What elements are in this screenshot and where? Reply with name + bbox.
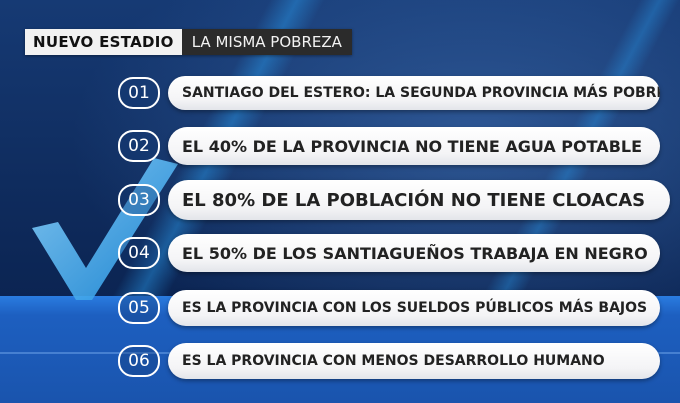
- item-text: ES LA PROVINCIA CON MENOS DESARROLLO HUM…: [168, 343, 660, 379]
- list-item: 02 EL 40% DE LA PROVINCIA NO TIENE AGUA …: [118, 127, 660, 165]
- item-text: EL 50% DE LOS SANTIAGUEÑOS TRABAJA EN NE…: [168, 234, 660, 272]
- list-item: 03 EL 80% DE LA POBLACIÓN NO TIENE CLOAC…: [118, 180, 670, 220]
- list-item: 06 ES LA PROVINCIA CON MENOS DESARROLLO …: [118, 343, 660, 379]
- header-subtitle: LA MISMA POBREZA: [181, 29, 352, 55]
- list-item: 05 ES LA PROVINCIA CON LOS SUELDOS PÚBLI…: [118, 290, 660, 326]
- item-number: 06: [118, 345, 160, 377]
- header-box: NUEVO ESTADIO LA MISMA POBREZA: [25, 29, 352, 55]
- header-title: NUEVO ESTADIO: [25, 29, 182, 55]
- item-number: 03: [118, 184, 160, 216]
- list-item: 04 EL 50% DE LOS SANTIAGUEÑOS TRABAJA EN…: [118, 234, 660, 272]
- item-number: 01: [118, 77, 160, 109]
- item-text: ES LA PROVINCIA CON LOS SUELDOS PÚBLICOS…: [168, 290, 660, 326]
- item-number: 04: [118, 237, 160, 269]
- item-text: EL 80% DE LA POBLACIÓN NO TIENE CLOACAS: [168, 180, 670, 220]
- checkmark-icon: [32, 158, 178, 300]
- item-text: EL 40% DE LA PROVINCIA NO TIENE AGUA POT…: [168, 127, 660, 165]
- list-item: 01 SANTIAGO DEL ESTERO: LA SEGUNDA PROVI…: [118, 76, 660, 110]
- item-number: 05: [118, 292, 160, 324]
- item-number: 02: [118, 130, 160, 162]
- item-text: SANTIAGO DEL ESTERO: LA SEGUNDA PROVINCI…: [168, 76, 660, 110]
